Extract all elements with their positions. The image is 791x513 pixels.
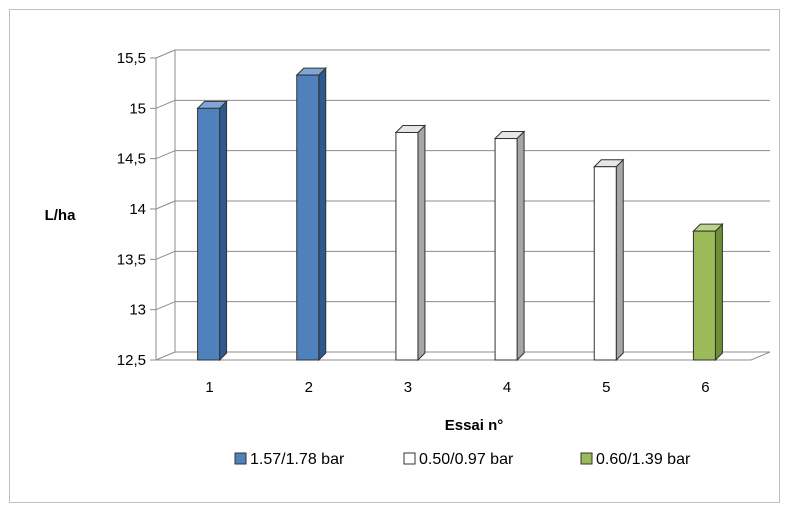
gridline-depth xyxy=(155,301,176,311)
bar xyxy=(692,222,724,362)
legend: 1.57/1.78 bar 0.50/0.97 bar 0.60/1.39 bar xyxy=(234,451,691,468)
gridline-depth xyxy=(155,150,176,160)
legend-label: 1.57/1.78 bar xyxy=(250,451,345,468)
bar-side xyxy=(318,66,327,362)
y-tick-labels: 12,5 13 13,5 14 14,5 15 15,5 xyxy=(117,50,146,369)
y-tick-label: 12,5 xyxy=(117,352,146,369)
y-tick-label: 14 xyxy=(129,201,146,218)
y-tick-label: 15 xyxy=(129,100,146,117)
legend-item: 1.57/1.78 bar xyxy=(234,451,345,468)
x-axis-title: Essai n° xyxy=(445,417,504,434)
gridline-depth xyxy=(155,250,176,260)
bar-chart: 12,5 13 13,5 14 14,5 15 15,5 1 2 3 4 5 6 L/ha Essai… xyxy=(45,49,771,468)
bar-front xyxy=(197,107,221,361)
bar-front xyxy=(395,131,419,361)
bar-side xyxy=(219,100,228,362)
x-tick-label: 2 xyxy=(305,379,313,396)
legend-label: 0.60/1.39 bar xyxy=(596,451,691,468)
x-tick-label: 3 xyxy=(404,379,412,396)
legend-item: 0.60/1.39 bar xyxy=(580,451,691,468)
bar-side xyxy=(615,158,624,362)
y-tick-label: 13 xyxy=(129,302,146,319)
bar-front xyxy=(296,74,320,361)
bar-side xyxy=(714,222,723,362)
bar xyxy=(394,124,427,362)
bar-front xyxy=(593,166,617,361)
floor-edge xyxy=(750,351,771,361)
y-tick-label: 14,5 xyxy=(117,151,146,168)
gridline-depth xyxy=(155,351,176,361)
legend-item: 0.50/0.97 bar xyxy=(403,451,514,468)
bars xyxy=(196,66,724,362)
legend-swatch xyxy=(234,452,247,465)
y-axis-title: L/ha xyxy=(45,207,76,224)
y-tick-label: 15,5 xyxy=(117,50,146,67)
x-tick-label: 5 xyxy=(602,379,610,396)
chart-frame: 12,5 13 13,5 14 14,5 15 15,5 1 2 3 4 5 6 L/ha Essai… xyxy=(9,9,780,503)
legend-swatch xyxy=(403,452,416,465)
gridline-depth xyxy=(155,200,176,210)
y-tick-label: 13,5 xyxy=(117,251,146,268)
legend-swatch xyxy=(580,452,593,465)
x-tick-labels: 1 2 3 4 5 6 xyxy=(205,379,709,396)
gridline-depth xyxy=(155,99,176,109)
bar-side xyxy=(417,124,426,362)
bar xyxy=(593,158,625,362)
x-tick-label: 1 xyxy=(205,379,213,396)
axes xyxy=(150,50,771,361)
x-tick-label: 4 xyxy=(503,379,511,396)
bar xyxy=(295,66,327,362)
bar xyxy=(493,130,526,362)
legend-label: 0.50/0.97 bar xyxy=(419,451,514,468)
grid-lines xyxy=(155,49,770,361)
gridline-depth xyxy=(155,49,176,59)
bar-side xyxy=(516,130,525,362)
bar xyxy=(196,100,228,362)
bar-front xyxy=(494,138,518,361)
bar-front xyxy=(692,230,716,361)
x-tick-label: 6 xyxy=(701,379,709,396)
